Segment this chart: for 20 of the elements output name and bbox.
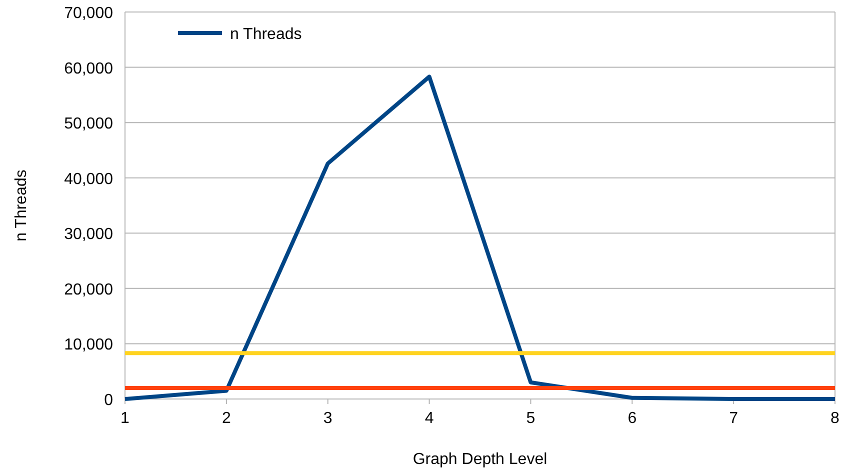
- x-tick-label: 7: [729, 410, 738, 427]
- y-tick-label: 70,000: [64, 5, 114, 22]
- y-tick-label: 60,000: [64, 60, 114, 78]
- legend-label: n Threads: [230, 26, 302, 43]
- x-tick-label: 4: [424, 410, 434, 427]
- x-tick-label: 2: [222, 410, 231, 427]
- x-tick-label: 6: [628, 410, 637, 427]
- y-tick-label: 30,000: [64, 226, 114, 244]
- y-tick-label: 10,000: [64, 336, 114, 354]
- line-series: [123, 74, 837, 401]
- y-tick-label: 0: [104, 392, 114, 409]
- x-tick-label: 3: [323, 410, 332, 427]
- y-tick-label: 40,000: [64, 170, 114, 188]
- y-tick-label: 50,000: [64, 116, 114, 133]
- x-tick-label: 1: [120, 410, 130, 427]
- x-tick-label: 5: [526, 410, 536, 427]
- x-tick-label: 8: [830, 410, 840, 427]
- y-tick-label: 20,000: [64, 281, 114, 298]
- y-axis-title: n Threads: [13, 170, 30, 242]
- x-axis-title: Graph Depth Level: [412, 451, 548, 468]
